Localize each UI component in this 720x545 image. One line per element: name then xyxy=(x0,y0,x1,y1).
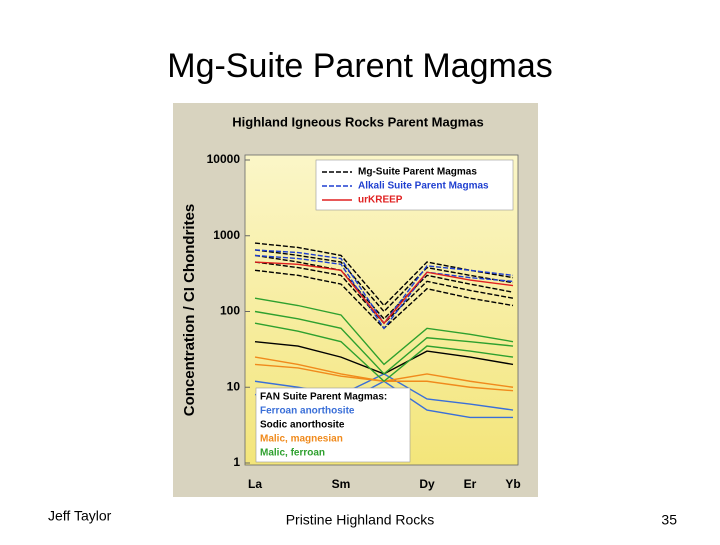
slide-title: Mg-Suite Parent Magmas xyxy=(167,47,553,85)
data-line xyxy=(254,297,514,366)
x-tick-label: Er xyxy=(464,477,477,491)
x-tick-label: Yb xyxy=(505,477,520,491)
legend-label: Ferroan anorthosite xyxy=(260,406,355,417)
x-tick-label: Sm xyxy=(332,477,351,491)
author: Jeff Taylor xyxy=(48,508,112,524)
legend-label: Malic, ferroan xyxy=(260,448,325,459)
y-tick-label: 10 xyxy=(227,379,241,393)
legend-label: Sodic anorthosite xyxy=(260,420,345,431)
page-number: 35 xyxy=(661,512,677,528)
legend-label: urKREEP xyxy=(358,195,403,206)
legend-label: Mg-Suite Parent Magmas xyxy=(358,167,477,178)
data-line xyxy=(254,254,514,320)
y-tick-label: 100 xyxy=(220,304,240,318)
data-line xyxy=(254,254,514,330)
data-line xyxy=(254,322,514,383)
legend-box xyxy=(315,159,514,211)
footer: Pristine Highland Rocks xyxy=(286,512,435,528)
data-line xyxy=(254,261,514,325)
y-tick-label: 1000 xyxy=(213,228,240,242)
y-tick-label: 1 xyxy=(233,455,240,469)
legend-label: Malic, magnesian xyxy=(260,434,343,445)
fan-legend-box xyxy=(255,387,411,463)
y-axis-label: Concentration / CI Chondrites xyxy=(181,204,198,417)
y-tick-label: 10000 xyxy=(207,152,241,166)
legend-label: Alkali Suite Parent Magmas xyxy=(358,181,489,192)
data-line xyxy=(254,249,514,313)
legend: Mg-Suite Parent Magmas Alkali Suite Paren… xyxy=(322,167,489,206)
x-tick-label: La xyxy=(248,477,262,491)
chart-title: Highland Igneous Rocks Parent Magmas xyxy=(232,114,483,129)
data-line xyxy=(254,242,514,307)
fan-legend: Ferroan anorthosite Sodic anorthosite Mali… xyxy=(260,406,355,459)
data-line xyxy=(254,310,514,375)
x-tick-label: Dy xyxy=(419,477,435,491)
fan-legend-title: FAN Suite Parent Magmas: xyxy=(260,392,387,403)
